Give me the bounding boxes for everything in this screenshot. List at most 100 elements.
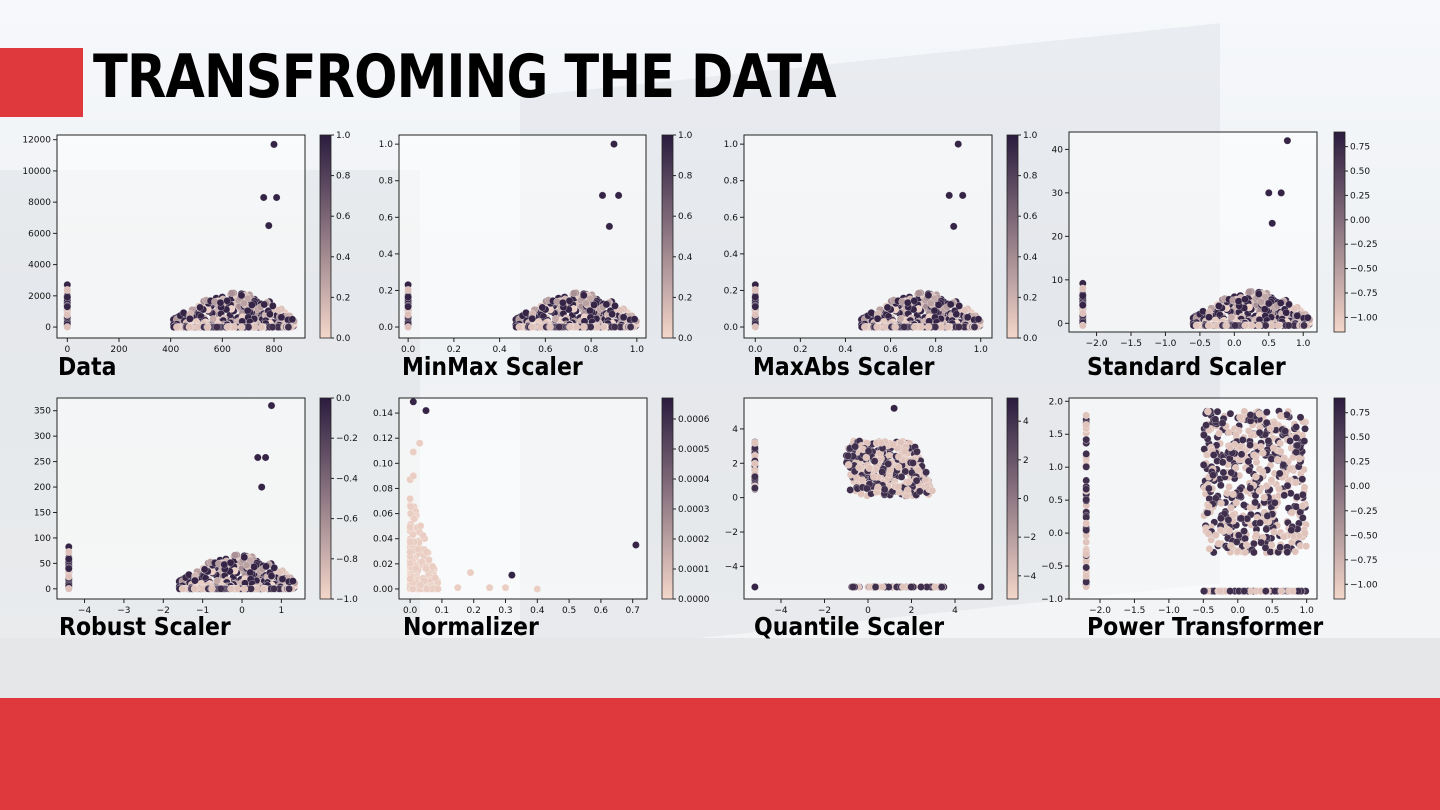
scatter-point: [404, 286, 412, 294]
y-tick-label: 0.4: [379, 250, 394, 260]
slide-title: TRANSFROMING THE DATA: [93, 42, 837, 112]
plots-canvas: 0 200 400 600 800020004000600080001000012000…: [22, 131, 1378, 616]
x-tick-label: 0.7: [626, 606, 640, 616]
scatter-point: [1214, 539, 1223, 548]
scatter-point: [453, 583, 462, 592]
scatter-point: [501, 583, 510, 592]
scatter-point: [1082, 462, 1091, 471]
scatter-point: [270, 584, 278, 593]
scatter-point: [1277, 587, 1286, 595]
scatter-point: [565, 296, 574, 305]
scatter-point: [419, 531, 427, 540]
scatter-point: [751, 302, 760, 311]
scatter-point: [844, 460, 853, 469]
x-tick-label: 0.8: [928, 345, 943, 355]
y-tick-label: 100: [34, 534, 51, 544]
plot-frame: [1068, 397, 1318, 600]
scatter-plot-1: 0.0 0.2 0.4 0.6 0.8 1.00.00.20.40.60.81.00.00…: [379, 131, 693, 355]
scatter-point: [880, 485, 889, 494]
x-tick-label: 0: [64, 345, 70, 355]
colorbar-tick-label: −0.75: [1350, 289, 1378, 299]
scatter-point: [275, 568, 284, 576]
y-tick-label: 10000: [22, 167, 51, 177]
y-tick-label: −2: [725, 528, 738, 538]
scatter-point: [1251, 498, 1260, 507]
scatter-point: [1227, 541, 1235, 550]
y-tick-label: 0.8: [379, 177, 394, 187]
scatter-point: [1237, 514, 1246, 523]
scatter-point: [422, 564, 430, 573]
x-tick-label: 400: [162, 345, 179, 355]
scatter-point: [409, 448, 418, 456]
scatter-point: [1301, 424, 1309, 433]
scatter-point: [289, 577, 297, 585]
scatter-point: [977, 583, 985, 591]
scatter-point: [1293, 441, 1302, 450]
scatter-point: [860, 323, 869, 331]
scatter-point: [1241, 321, 1250, 330]
scatter-point: [1270, 528, 1278, 536]
scatter-point: [1247, 321, 1256, 330]
x-tick-label: 2: [909, 606, 915, 616]
scatter-point: [1082, 550, 1091, 559]
scatter-point: [1225, 527, 1234, 535]
scatter-point: [751, 438, 759, 447]
colorbar-tick-label: 0.8: [1023, 172, 1038, 182]
x-tick-label: 1.0: [974, 345, 989, 355]
scatter-point: [1295, 454, 1304, 463]
colorbar-tick-label: 0: [1023, 495, 1029, 505]
scatter-point: [867, 308, 876, 317]
scatter-point: [1232, 430, 1241, 439]
colorbar-tick-label: 0.4: [336, 253, 351, 263]
scatter-point: [924, 323, 933, 331]
scatter-point: [528, 314, 537, 323]
scatter-point: [1232, 538, 1241, 546]
scatter-point: [264, 221, 273, 230]
scatter-point: [1286, 437, 1294, 445]
y-tick-label: 1.5: [1049, 430, 1063, 440]
points-group: [406, 398, 640, 593]
scatter-point: [1276, 412, 1285, 420]
x-tick-label: 0.5: [562, 606, 576, 616]
scatter-point: [961, 306, 969, 314]
scatter-point: [904, 477, 913, 486]
y-tick-label: 4: [732, 425, 738, 435]
scatter-point: [412, 564, 420, 573]
footer-red-band: [0, 698, 1440, 810]
scatter-point: [1288, 587, 1297, 595]
colorbar-tick-label: 1.0: [1023, 131, 1038, 141]
scatter-point: [616, 306, 625, 314]
scatter-point: [1200, 431, 1208, 439]
scatter-point: [1282, 410, 1291, 419]
scatter-point: [903, 486, 912, 494]
scatter-point: [849, 583, 857, 591]
colorbar: [319, 397, 332, 600]
scatter-point: [1241, 534, 1249, 543]
x-tick-label: 0: [865, 606, 871, 616]
scatter-point: [267, 401, 276, 410]
scatter-point: [751, 459, 759, 468]
x-tick-label: 0.0: [403, 606, 418, 616]
y-tick-label: 0.4: [724, 250, 739, 260]
scatter-point: [63, 302, 72, 311]
x-tick-label: −1.0: [1155, 339, 1177, 349]
scatter-point: [233, 584, 242, 593]
scatter-point: [1301, 529, 1309, 537]
scatter-point: [1082, 526, 1091, 535]
y-tick-label: 2: [732, 459, 738, 469]
scatter-point: [422, 406, 430, 415]
scatter-point: [883, 303, 892, 312]
scatter-point: [434, 585, 442, 593]
x-tick-label: 0.0: [748, 345, 763, 355]
colorbar-tick-label: −0.75: [1350, 556, 1378, 566]
scatter-point: [586, 323, 595, 331]
scatter-point: [1255, 487, 1264, 495]
scatter-point: [1280, 491, 1289, 500]
colorbar-tick-label: 1.0: [678, 131, 693, 141]
scatter-point: [1269, 443, 1278, 452]
scatter-point: [1271, 587, 1279, 595]
scatter-plot-0: 0 200 400 600 800020004000600080001000012000…: [22, 131, 350, 355]
scatter-point: [1283, 136, 1292, 145]
x-tick-label: −1.0: [1158, 606, 1180, 616]
scatter-point: [1250, 451, 1258, 459]
